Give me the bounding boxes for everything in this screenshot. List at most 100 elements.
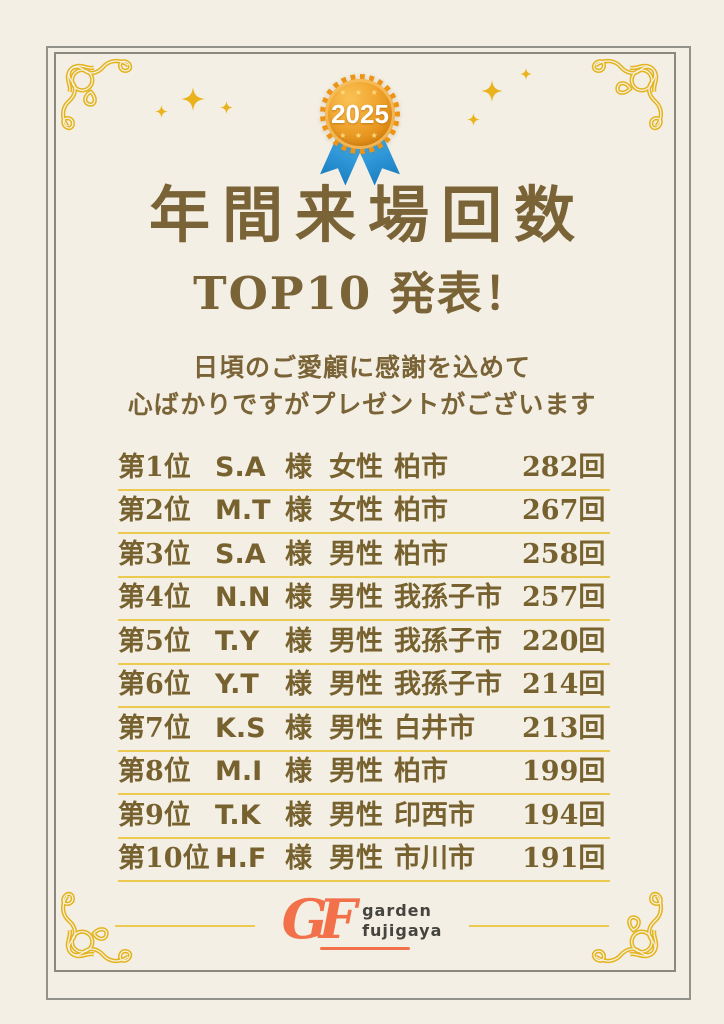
honorific-cell: 様 [285, 669, 312, 701]
rank-cell: 第7位 [118, 712, 191, 744]
table-row: 第6位 Y.T 様 男性 我孫子市 214回 [118, 665, 610, 708]
gender-cell: 男性 [329, 712, 383, 744]
name-cell: K.S [215, 712, 266, 744]
footer-divider-line [115, 925, 255, 927]
rank-cell: 第6位 [118, 669, 191, 701]
medal-2025-badge: ★ ★ ★ 2025 ★ ★ ★ [320, 74, 400, 184]
city-cell: 柏市 [394, 756, 448, 788]
brand-word-garden: garden [362, 901, 432, 920]
medal-face [325, 79, 395, 149]
city-cell: 我孫子市 [394, 582, 502, 614]
gender-cell: 男性 [329, 756, 383, 788]
brand-word-fujigaya: fujigaya [362, 921, 443, 940]
city-cell: 白井市 [394, 712, 475, 744]
honorific-cell: 様 [285, 712, 312, 744]
city-cell: 柏市 [394, 451, 448, 483]
sparkle-icon [520, 68, 532, 80]
table-row: 第10位 H.F 様 男性 市川市 191回 [118, 839, 610, 882]
honorific-cell: 様 [285, 451, 312, 483]
table-row: 第8位 M.I 様 男性 柏市 199回 [118, 752, 610, 795]
rank-cell: 第5位 [118, 625, 191, 657]
gender-cell: 女性 [329, 451, 383, 483]
honorific-cell: 様 [285, 582, 312, 614]
gender-cell: 男性 [329, 625, 383, 657]
gender-cell: 男性 [329, 799, 383, 831]
city-cell: 印西市 [394, 799, 475, 831]
rank-cell: 第10位 [118, 843, 210, 875]
count-cell: 194回 [522, 799, 606, 831]
rank-cell: 第2位 [118, 495, 191, 527]
name-cell: H.F [215, 843, 267, 875]
page-subtitle: TOP10 発表！ [193, 267, 531, 320]
count-cell: 220回 [522, 625, 606, 657]
name-cell: T.Y [215, 625, 260, 657]
brand-underline [320, 947, 410, 950]
city-cell: 我孫子市 [394, 625, 502, 657]
name-cell: M.I [215, 756, 263, 788]
honorific-cell: 様 [285, 495, 312, 527]
city-cell: 柏市 [394, 495, 448, 527]
count-cell: 267回 [522, 495, 606, 527]
city-cell: 市川市 [394, 843, 475, 875]
outer-frame-border [46, 46, 691, 1000]
greeting-line-1: 日頃のご愛顧に感謝を込めて [192, 353, 531, 382]
count-cell: 214回 [522, 669, 606, 701]
table-row: 第9位 T.K 様 男性 印西市 194回 [118, 795, 610, 839]
sparkle-icon [467, 113, 480, 126]
count-cell: 213回 [522, 712, 606, 744]
gender-cell: 男性 [329, 538, 383, 570]
corner-ornament-icon [58, 56, 136, 134]
table-row: 第5位 T.Y 様 男性 我孫子市 220回 [118, 621, 610, 665]
inner-frame-border [54, 52, 676, 972]
name-cell: Y.T [215, 669, 259, 701]
ranking-table: 第1位 S.A 様 女性 柏市 282回 第2位 M.T 様 女性 柏市 267… [118, 447, 610, 882]
city-cell: 柏市 [394, 538, 448, 570]
page-title: 年間来場回数 [148, 180, 587, 251]
brand-logo: GF garden fujigaya [0, 891, 724, 947]
honorific-cell: 様 [285, 799, 312, 831]
gender-cell: 男性 [329, 582, 383, 614]
city-cell: 我孫子市 [394, 669, 502, 701]
sparkle-icon [155, 105, 168, 118]
name-cell: S.A [215, 451, 266, 483]
name-cell: M.T [215, 495, 271, 527]
medal-stars-bottom: ★ ★ ★ [339, 131, 381, 140]
count-cell: 191回 [522, 843, 606, 875]
rank-cell: 第9位 [118, 799, 191, 831]
name-cell: N.N [215, 582, 271, 614]
table-row: 第2位 M.T 様 女性 柏市 267回 [118, 491, 610, 534]
greeting-text: 日頃のご愛顧に感謝を込めて 心ばかりですがプレゼントがございます [0, 349, 724, 423]
name-cell: S.A [215, 538, 266, 570]
table-row: 第3位 S.A 様 男性 柏市 258回 [118, 534, 610, 578]
count-cell: 257回 [522, 582, 606, 614]
honorific-cell: 様 [285, 625, 312, 657]
gender-cell: 男性 [329, 843, 383, 875]
rank-cell: 第8位 [118, 756, 191, 788]
table-row: 第7位 K.S 様 男性 白井市 213回 [118, 708, 610, 752]
sparkle-icon [220, 101, 233, 114]
sparkle-icon [481, 80, 503, 102]
count-cell: 199回 [522, 756, 606, 788]
table-row: 第1位 S.A 様 女性 柏市 282回 [118, 447, 610, 491]
gender-cell: 女性 [329, 495, 383, 527]
count-cell: 258回 [522, 538, 606, 570]
medal-year-text: 2025 [331, 99, 389, 129]
name-cell: T.K [215, 799, 261, 831]
rank-cell: 第3位 [118, 538, 191, 570]
rank-cell: 第1位 [118, 451, 191, 483]
honorific-cell: 様 [285, 538, 312, 570]
medal-stars-top: ★ ★ ★ [339, 88, 381, 97]
footer-divider-line [469, 925, 609, 927]
honorific-cell: 様 [285, 843, 312, 875]
count-cell: 282回 [522, 451, 606, 483]
rank-cell: 第4位 [118, 582, 191, 614]
gender-cell: 男性 [329, 669, 383, 701]
table-row: 第4位 N.N 様 男性 我孫子市 257回 [118, 578, 610, 621]
brand-name: garden fujigaya [362, 891, 442, 941]
corner-ornament-icon [588, 56, 666, 134]
honorific-cell: 様 [285, 756, 312, 788]
brand-monogram-gf: GF [281, 887, 358, 951]
sparkle-icon [181, 87, 205, 111]
greeting-line-2: 心ばかりですがプレゼントがございます [127, 390, 597, 419]
